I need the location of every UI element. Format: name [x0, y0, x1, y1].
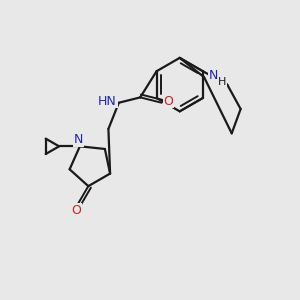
Text: N: N [209, 69, 218, 82]
Text: O: O [71, 204, 81, 217]
Text: N: N [74, 133, 83, 146]
Text: HN: HN [98, 95, 117, 108]
Text: O: O [163, 95, 173, 108]
Text: H: H [218, 76, 227, 87]
